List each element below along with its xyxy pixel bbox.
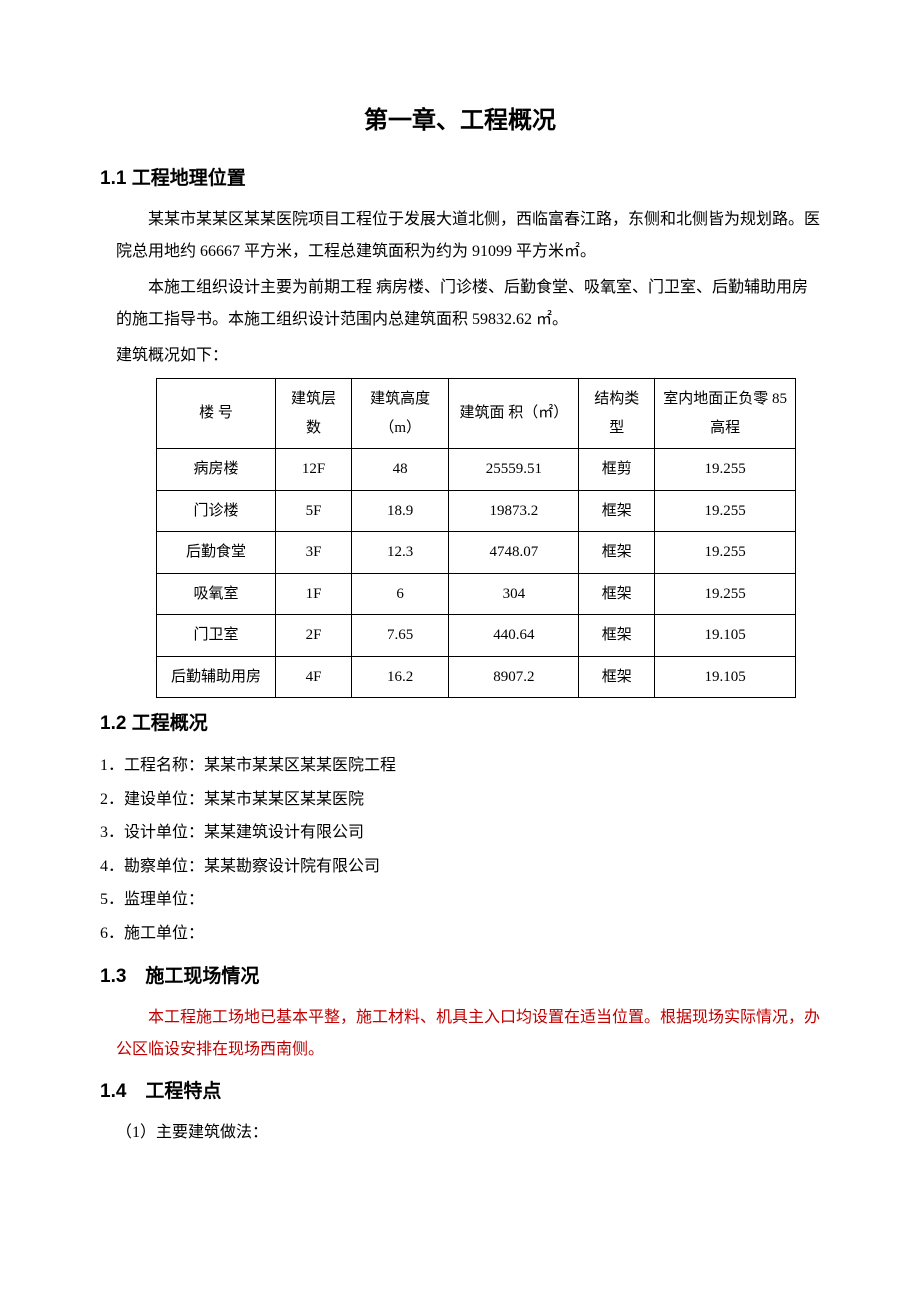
table-row: 吸氧室1F6304框架19.255 xyxy=(157,573,796,615)
table-cell: 后勤食堂 xyxy=(157,532,276,574)
table-cell: 6 xyxy=(351,573,448,615)
table-header-building-no: 楼 号 xyxy=(157,379,276,449)
table-cell: 18.9 xyxy=(351,490,448,532)
section-1-2-heading: 1.2 工程概况 xyxy=(100,708,820,735)
table-row: 病房楼12F4825559.51框剪19.255 xyxy=(157,449,796,491)
s11-paragraph-2: 本施工组织设计主要为前期工程 病房楼、门诊楼、后勤食堂、吸氧室、门卫室、后勤辅助… xyxy=(100,272,820,336)
table-row: 后勤食堂3F12.34748.07框架19.255 xyxy=(157,532,796,574)
list-item: 1．工程名称：某某市某某区某某医院工程 xyxy=(100,749,820,783)
table-body: 病房楼12F4825559.51框剪19.255门诊楼5F18.919873.2… xyxy=(157,449,796,698)
section-1-1-heading: 1.1 工程地理位置 xyxy=(100,163,820,190)
building-overview-table: 楼 号 建筑层数 建筑高度（m） 建筑面 积（㎡） 结构类型 室内地面正负零 8… xyxy=(156,378,796,698)
table-cell: 19.255 xyxy=(655,490,796,532)
s11-paragraph-3: 建筑概况如下： xyxy=(100,340,820,372)
table-cell: 2F xyxy=(276,615,352,657)
table-cell: 框剪 xyxy=(579,449,655,491)
table-header-row: 楼 号 建筑层数 建筑高度（m） 建筑面 积（㎡） 结构类型 室内地面正负零 8… xyxy=(157,379,796,449)
table-cell: 7.65 xyxy=(351,615,448,657)
table-cell: 19.255 xyxy=(655,532,796,574)
chapter-title: 第一章、工程概况 xyxy=(100,100,820,135)
table-cell: 12.3 xyxy=(351,532,448,574)
table-cell: 框架 xyxy=(579,532,655,574)
list-item: 5．监理单位： xyxy=(100,883,820,917)
s12-list: 1．工程名称：某某市某某区某某医院工程2．建设单位：某某市某某区某某医院3．设计… xyxy=(100,749,820,951)
table-cell: 4748.07 xyxy=(449,532,579,574)
table-row: 后勤辅助用房4F16.28907.2框架19.105 xyxy=(157,656,796,698)
table-cell: 框架 xyxy=(579,573,655,615)
table-cell: 16.2 xyxy=(351,656,448,698)
list-item: 3．设计单位：某某建筑设计有限公司 xyxy=(100,816,820,850)
table-cell: 吸氧室 xyxy=(157,573,276,615)
table-cell: 19873.2 xyxy=(449,490,579,532)
section-1-3-heading: 1.3 施工现场情况 xyxy=(100,961,820,988)
s13-paragraph-1: 本工程施工场地已基本平整，施工材料、机具主入口均设置在适当位置。根据现场实际情况… xyxy=(100,1002,820,1066)
table-cell: 1F xyxy=(276,573,352,615)
table-header-height: 建筑高度（m） xyxy=(351,379,448,449)
table-cell: 25559.51 xyxy=(449,449,579,491)
table-cell: 框架 xyxy=(579,490,655,532)
list-item: 2．建设单位：某某市某某区某某医院 xyxy=(100,783,820,817)
table-cell: 19.255 xyxy=(655,449,796,491)
s14-paragraph-1: （1）主要建筑做法： xyxy=(100,1117,820,1149)
table-cell: 440.64 xyxy=(449,615,579,657)
table-cell: 4F xyxy=(276,656,352,698)
table-cell: 框架 xyxy=(579,656,655,698)
table-cell: 19.255 xyxy=(655,573,796,615)
table-cell: 门卫室 xyxy=(157,615,276,657)
table-row: 门诊楼5F18.919873.2框架19.255 xyxy=(157,490,796,532)
table-cell: 门诊楼 xyxy=(157,490,276,532)
list-item: 6．施工单位： xyxy=(100,917,820,951)
table-cell: 5F xyxy=(276,490,352,532)
table-cell: 19.105 xyxy=(655,656,796,698)
section-1-4-heading: 1.4 工程特点 xyxy=(100,1076,820,1103)
list-item: 4．勘察单位：某某勘察设计院有限公司 xyxy=(100,850,820,884)
table-cell: 病房楼 xyxy=(157,449,276,491)
table-cell: 3F xyxy=(276,532,352,574)
table-header-structure: 结构类型 xyxy=(579,379,655,449)
table-cell: 8907.2 xyxy=(449,656,579,698)
table-cell: 12F xyxy=(276,449,352,491)
s11-paragraph-1: 某某市某某区某某医院项目工程位于发展大道北侧，西临富春江路，东侧和北侧皆为规划路… xyxy=(100,204,820,268)
table-cell: 后勤辅助用房 xyxy=(157,656,276,698)
table-cell: 框架 xyxy=(579,615,655,657)
table-row: 门卫室2F7.65440.64框架19.105 xyxy=(157,615,796,657)
table-header-elevation: 室内地面正负零 85 高程 xyxy=(655,379,796,449)
table-header-area: 建筑面 积（㎡） xyxy=(449,379,579,449)
table-header-floors: 建筑层数 xyxy=(276,379,352,449)
table-cell: 304 xyxy=(449,573,579,615)
table-cell: 48 xyxy=(351,449,448,491)
table-cell: 19.105 xyxy=(655,615,796,657)
